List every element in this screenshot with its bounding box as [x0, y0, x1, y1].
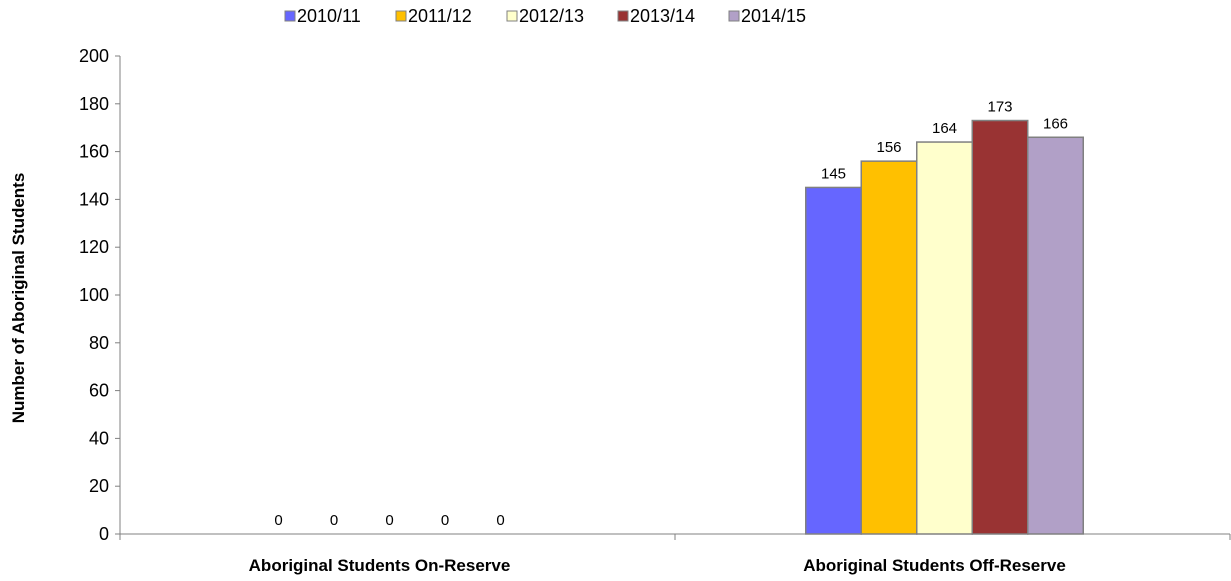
legend-swatch	[617, 10, 629, 22]
data-label: 0	[274, 512, 282, 529]
legend-swatch	[395, 10, 407, 22]
legend: 2010/11 2011/12 2012/13 2013/14 2014/15	[284, 6, 806, 26]
legend-swatch	[506, 10, 518, 22]
category-label: Aboriginal Students Off-Reserve	[803, 556, 1066, 575]
y-tick-label: 80	[89, 333, 109, 353]
data-label: 0	[385, 512, 393, 529]
data-label: 0	[330, 512, 338, 529]
legend-label: 2012/13	[519, 6, 584, 26]
bar	[971, 119, 1029, 535]
y-tick-label: 120	[79, 237, 109, 257]
legend-swatch	[284, 10, 296, 22]
bar	[916, 141, 973, 535]
y-tick-label: 60	[89, 381, 109, 401]
legend-label: 2013/14	[630, 6, 695, 26]
y-axis-title: Number of Aboriginal Students	[9, 173, 28, 424]
legend-label: 2011/12	[408, 6, 472, 26]
data-label: 145	[821, 165, 846, 182]
y-tick-label: 160	[79, 142, 109, 162]
y-tick-label: 140	[79, 189, 109, 209]
data-labels: 0 0 0 0 0 145 156 164 173 166	[274, 99, 1068, 529]
data-label: 156	[876, 139, 901, 156]
y-tick-label: 200	[79, 46, 109, 66]
data-label: 173	[987, 99, 1012, 116]
legend-label: 2010/11	[297, 6, 361, 26]
category-label: Aboriginal Students On-Reserve	[249, 556, 511, 575]
data-label: 166	[1043, 115, 1068, 132]
data-label: 164	[932, 120, 957, 137]
y-tick-label: 100	[79, 285, 109, 305]
data-label: 0	[496, 512, 504, 529]
legend-swatch	[728, 10, 740, 22]
y-tick-label: 40	[89, 428, 109, 448]
bars	[805, 119, 1084, 535]
y-tick-label: 20	[89, 476, 109, 496]
y-tick-label: 180	[79, 94, 109, 114]
x-axis: Aboriginal Students On-Reserve Aboriginal…	[119, 533, 1231, 575]
y-axis: 0 20 40 60 80 100 120 140 160 180 200	[79, 46, 121, 544]
bar	[860, 160, 918, 535]
y-tick-label: 0	[99, 524, 109, 544]
legend-label: 2014/15	[741, 6, 806, 26]
bar	[805, 186, 862, 535]
bar	[1027, 136, 1084, 535]
data-label: 0	[441, 512, 449, 529]
